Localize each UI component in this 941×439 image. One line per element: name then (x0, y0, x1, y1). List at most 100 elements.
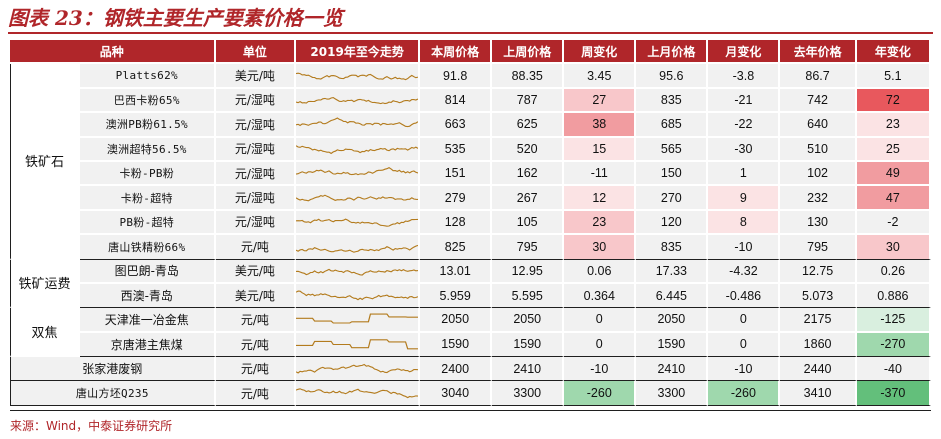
item-name: PB粉-超特 (79, 210, 216, 236)
this-week-price: 535 (420, 137, 493, 162)
last-year-price: 130 (780, 210, 857, 236)
trend-sparkline (296, 72, 419, 80)
month-change: -4.32 (708, 259, 781, 284)
trend-sparkline (296, 218, 419, 227)
trend-sparkline (296, 167, 419, 176)
last-month-price: 95.6 (636, 64, 709, 89)
this-week-price: 128 (420, 210, 493, 236)
last-year-price: 742 (780, 88, 857, 114)
item-name: 图巴朗-青岛 (79, 259, 216, 284)
col-header-trend: 2019年至今走势 (296, 40, 421, 65)
week-change: -260 (564, 381, 637, 406)
col-header-week-change: 周变化 (564, 40, 637, 65)
col-header-variety: 品种 (10, 40, 216, 65)
week-change: 27 (564, 88, 637, 114)
item-name: 卡粉-超特 (79, 186, 216, 211)
unit-cell: 元/吨 (215, 308, 297, 333)
last-week-price: 3300 (492, 381, 565, 406)
trend-line (296, 218, 419, 227)
last-week-price: 787 (492, 88, 565, 114)
last-month-price: 1590 (636, 332, 709, 358)
month-change: -30 (708, 137, 781, 162)
week-change: 23 (564, 210, 637, 236)
table-row: 唐山铁精粉66% 元/吨 825 795 30 835 -10 795 30 (10, 235, 931, 260)
year-change: 23 (856, 113, 931, 138)
col-header-this-week: 本周价格 (420, 40, 493, 65)
unit-cell: 美元/吨 (215, 283, 297, 309)
unit-cell: 元/吨 (215, 332, 297, 358)
last-week-price: 105 (492, 210, 565, 236)
trend-cell (296, 357, 421, 382)
trend-line (296, 268, 419, 276)
trend-cell (296, 137, 421, 162)
year-change: 72 (856, 88, 931, 114)
group-label: 铁矿石 (10, 64, 80, 260)
last-month-price: 835 (636, 88, 709, 114)
week-change: 0.06 (564, 259, 637, 284)
year-change: 25 (856, 137, 931, 162)
week-change: 0.364 (564, 283, 637, 309)
last-year-price: 640 (780, 113, 857, 138)
item-name: 西澳-青岛 (79, 283, 216, 309)
table-row: 唐山方坯Q235 元/吨 3040 3300 -260 3300 -260 3410 -370 (10, 381, 931, 406)
this-week-price: 3040 (420, 381, 493, 406)
table-body: 铁矿石 Platts62% 美元/吨 91.8 88.35 3.45 95.6 -3.8 86.… (10, 64, 931, 406)
trend-cell (296, 161, 421, 187)
last-week-price: 2050 (492, 308, 565, 333)
item-name: 澳洲PB粉61.5% (79, 113, 216, 138)
unit-cell: 美元/吨 (215, 64, 297, 89)
last-year-price: 86.7 (780, 64, 857, 89)
unit-cell: 元/湿吨 (215, 137, 297, 162)
year-change: -125 (856, 308, 931, 333)
item-name: 巴西卡粉65% (79, 88, 216, 114)
month-change: 1 (708, 161, 781, 187)
item-name: 唐山铁精粉66% (79, 235, 216, 260)
month-change: -0.486 (708, 283, 781, 309)
title-bar: 图表 23：钢铁主要生产要素价格一览 (8, 4, 933, 34)
trend-cell (296, 235, 421, 260)
item-name: 天津准一冶金焦 (79, 308, 216, 333)
trend-sparkline (296, 117, 419, 128)
last-year-price: 3410 (780, 381, 857, 406)
unit-cell: 元/吨 (215, 381, 297, 406)
source-note: 来源：Wind，中泰证券研究所 (10, 419, 173, 433)
col-header-last-month: 上月价格 (636, 40, 709, 65)
month-change: -22 (708, 113, 781, 138)
last-year-price: 232 (780, 186, 857, 211)
week-change: 38 (564, 113, 637, 138)
table-row: 澳洲超特56.5% 元/湿吨 535 520 15 565 -30 510 25 (10, 137, 931, 162)
this-week-price: 279 (420, 186, 493, 211)
last-week-price: 625 (492, 113, 565, 138)
week-change: 30 (564, 235, 637, 260)
last-year-price: 102 (780, 161, 857, 187)
last-week-price: 2410 (492, 357, 565, 382)
month-change: 0 (708, 308, 781, 333)
last-week-price: 267 (492, 186, 565, 211)
unit-cell: 美元/吨 (215, 259, 297, 284)
unit-cell: 元/湿吨 (215, 113, 297, 138)
last-month-price: 2410 (636, 357, 709, 382)
this-week-price: 151 (420, 161, 493, 187)
bottom-rule (10, 410, 931, 411)
last-week-price: 5.595 (492, 283, 565, 309)
year-change: 49 (856, 161, 931, 187)
trend-sparkline (296, 339, 419, 350)
trend-line (296, 96, 419, 105)
week-change: 0 (564, 332, 637, 358)
trend-sparkline (296, 363, 419, 374)
week-change: 0 (564, 308, 637, 333)
month-change: -21 (708, 88, 781, 114)
year-change: 0.886 (856, 283, 931, 309)
group-label: 双焦 (10, 308, 80, 358)
trend-line (296, 363, 419, 374)
last-month-price: 2050 (636, 308, 709, 333)
unit-cell: 元/吨 (215, 357, 297, 382)
trend-sparkline (296, 388, 419, 399)
table-row: 铁矿运费 图巴朗-青岛 美元/吨 13.01 12.95 0.06 17.33 -4.32 12… (10, 259, 931, 309)
last-month-price: 17.33 (636, 259, 709, 284)
last-month-price: 565 (636, 137, 709, 162)
year-change: 5.1 (856, 64, 931, 89)
this-week-price: 1590 (420, 332, 493, 358)
item-name: 张家港废钢 (10, 357, 216, 382)
trend-cell (296, 283, 421, 309)
